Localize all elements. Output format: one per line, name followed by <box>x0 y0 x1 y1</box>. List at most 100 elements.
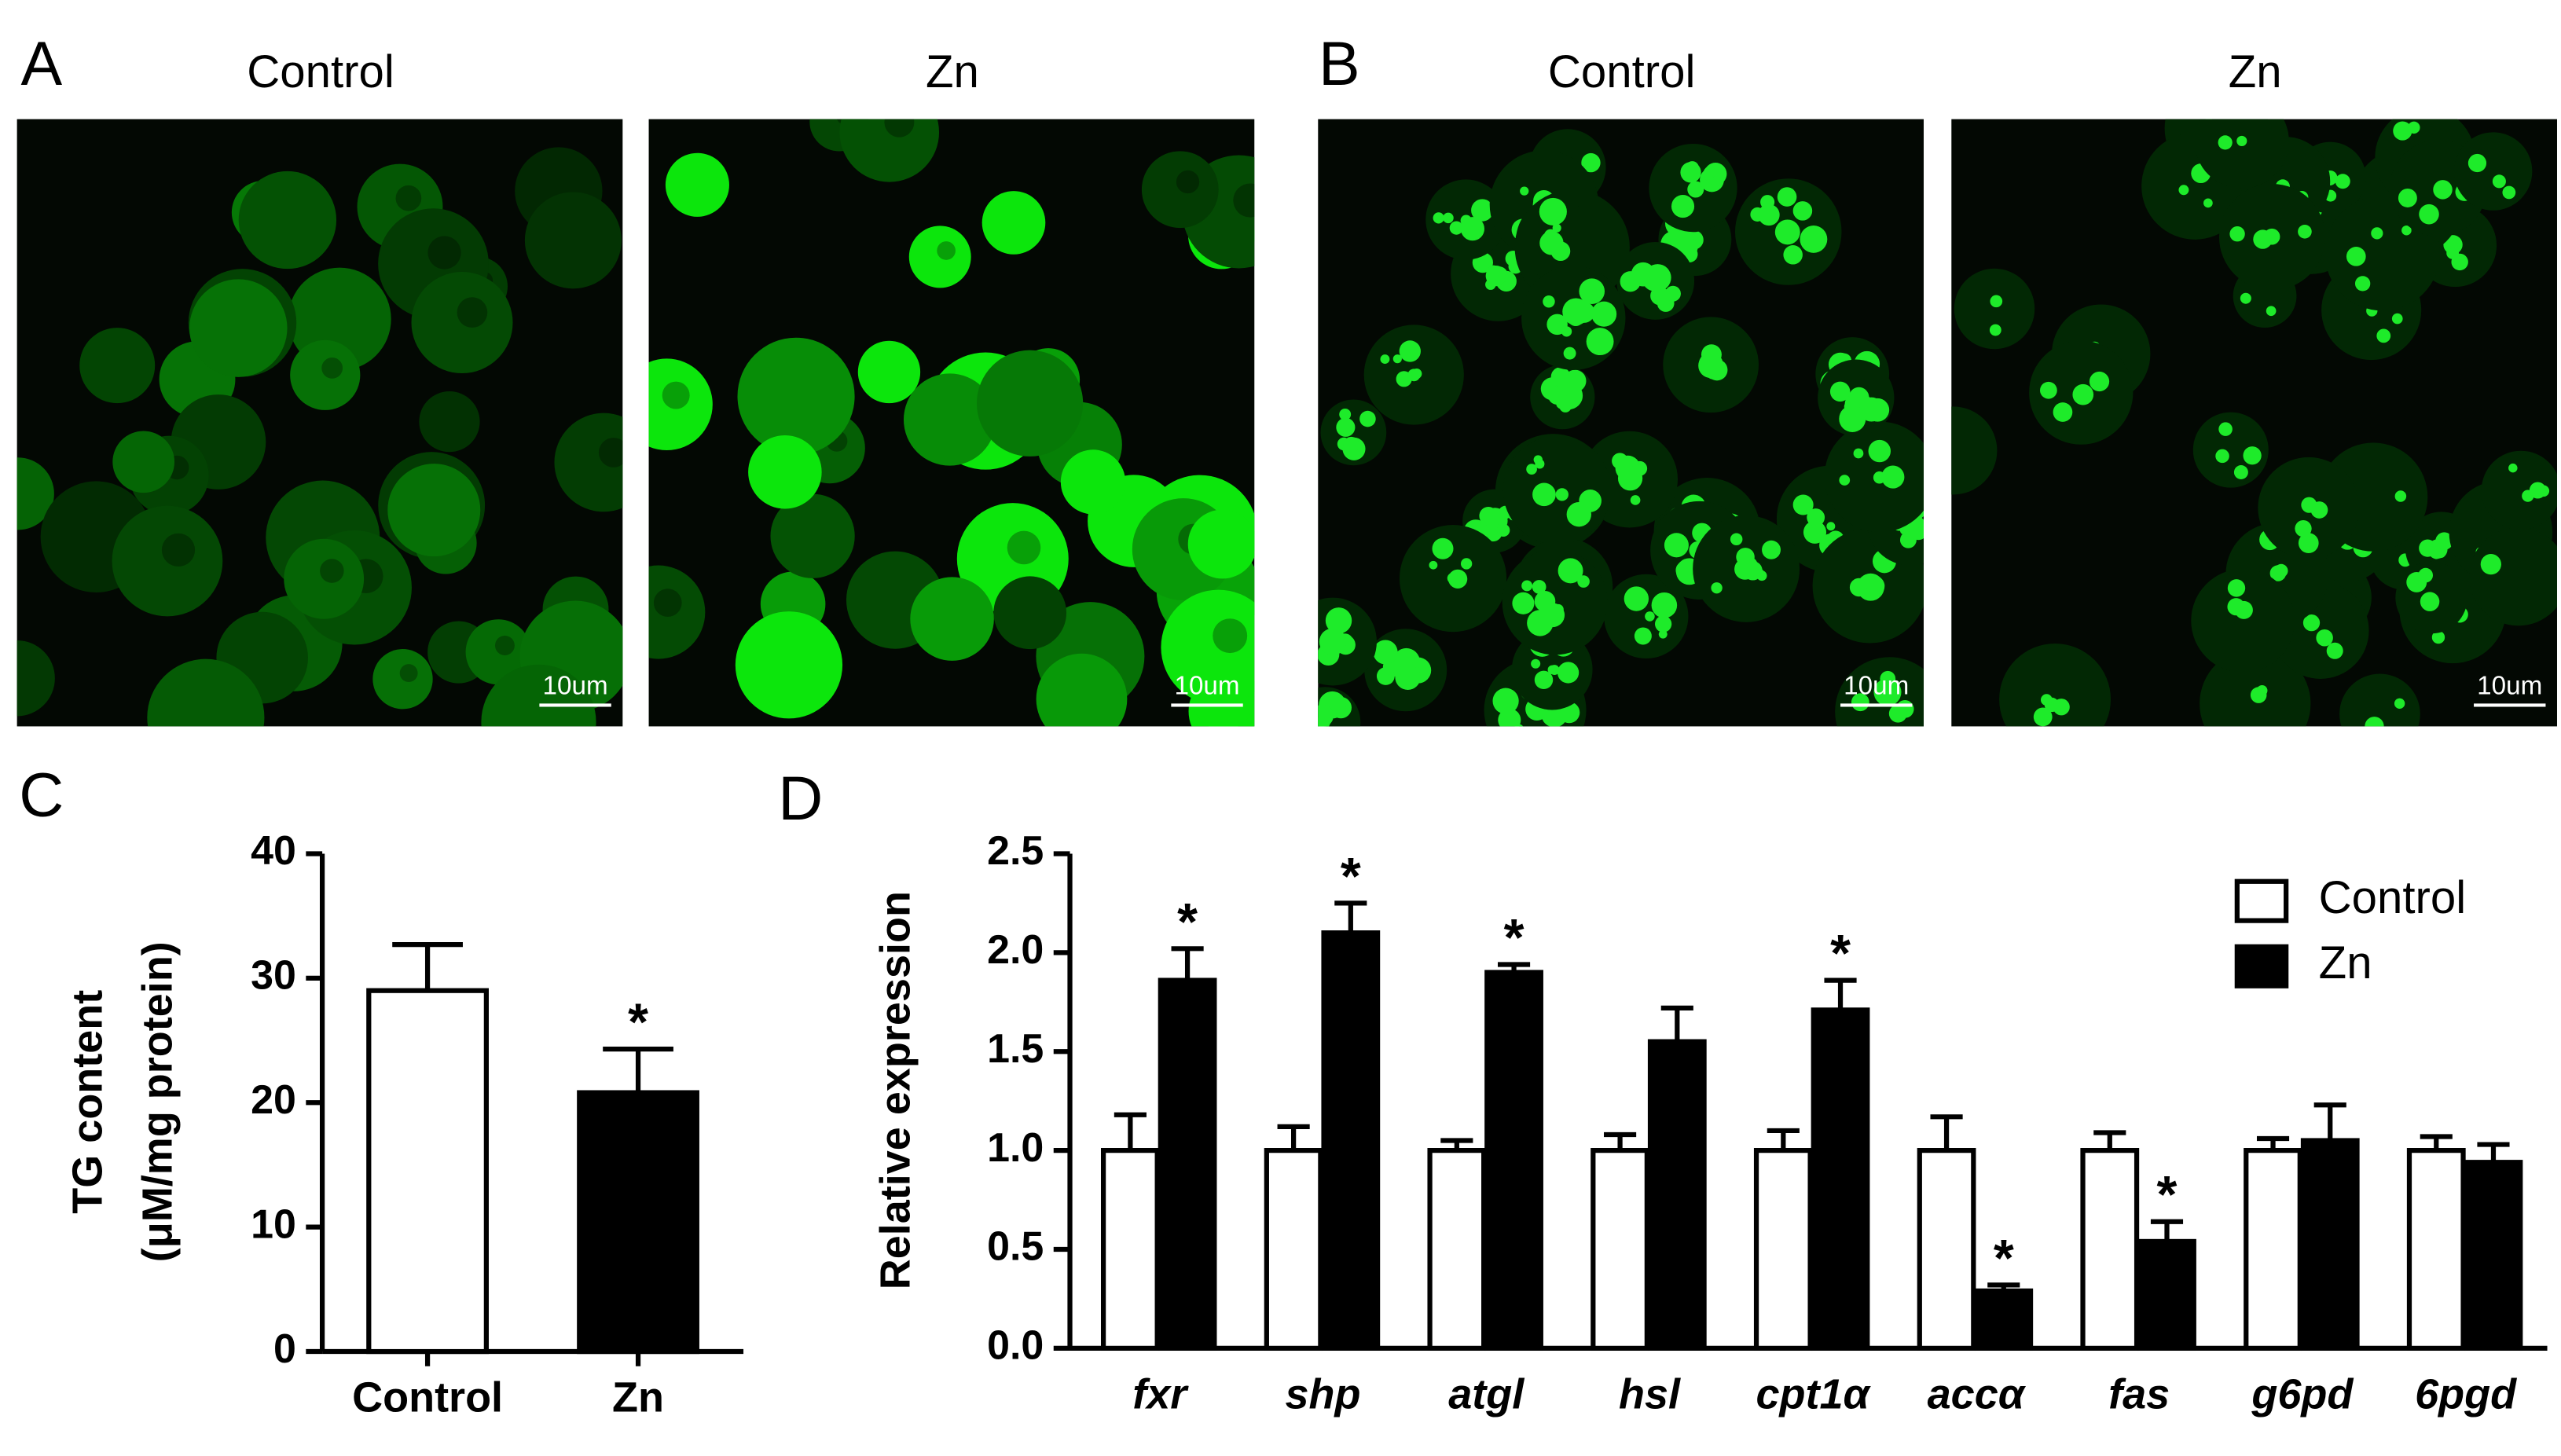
lipid-droplet <box>1447 572 1458 584</box>
lipid-droplet <box>1449 221 1463 235</box>
lipid-droplet <box>1527 610 1554 636</box>
y-tick-label: 20 <box>251 1077 296 1123</box>
lipid-droplet <box>1803 520 1827 544</box>
significance: * <box>1994 1230 2014 1288</box>
lipid-droplet <box>1547 314 1568 336</box>
lipid-droplet <box>2234 600 2253 619</box>
lipid-droplet <box>1533 455 1543 464</box>
significance: * <box>1830 925 1851 983</box>
y-tick-label: 10 <box>251 1201 296 1247</box>
lipid-droplet <box>1552 223 1561 233</box>
lipid-droplet <box>1581 152 1601 173</box>
lipid-droplet <box>1376 667 1395 685</box>
cells <box>1318 129 1924 727</box>
lipid-droplet <box>2365 717 2384 727</box>
lipid-droplet <box>1543 295 1555 308</box>
lipid-droplet <box>1873 471 1886 484</box>
lipid-droplet <box>2040 694 2053 706</box>
lipid-droplet <box>1632 460 1648 476</box>
lipid-droplet <box>2419 204 2439 225</box>
nucleus <box>1233 183 1255 218</box>
lipid-droplet <box>2508 463 2518 473</box>
lipid-droplet <box>1881 465 1905 489</box>
lipid-droplet <box>1586 328 1614 356</box>
bar <box>2244 1148 2302 1351</box>
cell <box>2453 132 2533 211</box>
lipid-droplet <box>2419 539 2437 557</box>
bar <box>577 1090 699 1355</box>
lipid-droplet <box>2401 225 2412 236</box>
lipid-droplet <box>2053 402 2073 422</box>
lipid-droplet <box>1989 324 2001 336</box>
lipid-droplet <box>2256 684 2268 696</box>
cells <box>17 147 623 727</box>
lipid-droplet <box>1792 494 1814 515</box>
micrograph-title: Zn <box>2229 46 2282 97</box>
lipid-droplet <box>2529 482 2546 499</box>
y-axis-title: Relative expression <box>872 891 919 1289</box>
nucleus <box>494 636 515 655</box>
lipid-droplet <box>2053 699 2070 716</box>
lipid-droplet <box>2266 306 2277 317</box>
cell <box>910 577 994 661</box>
y-tick-label: 0.0 <box>987 1323 1044 1369</box>
lipid-droplet <box>1492 688 1519 714</box>
lipid-droplet <box>2480 553 2501 575</box>
x-tick-label: Zn <box>612 1374 664 1421</box>
lipid-droplet <box>1579 278 1605 304</box>
lipid-droplet <box>1826 522 1836 531</box>
lipid-droplet <box>2394 490 2407 502</box>
x-tick-label: atgl <box>1448 1370 1524 1417</box>
significance: * <box>628 994 648 1052</box>
lipid-droplet <box>2316 629 2333 647</box>
significance: * <box>1341 848 1361 906</box>
lipid-droplet <box>2406 571 2427 592</box>
lipid-droplet <box>2229 226 2245 242</box>
lipid-droplet <box>1532 482 1556 507</box>
nucleus <box>598 438 623 468</box>
lipid-droplet <box>1777 187 1797 207</box>
lipid-droplet <box>1539 197 1567 226</box>
lipid-droplet <box>1859 397 1884 422</box>
lipid-droplet <box>1553 603 1564 615</box>
cells <box>1951 119 2557 727</box>
lipid-droplet <box>1792 201 1813 221</box>
cell <box>857 340 921 404</box>
cell <box>770 493 855 578</box>
lipid-droplet <box>1774 219 1800 245</box>
cell <box>387 464 481 557</box>
cell <box>1060 449 1126 515</box>
cell <box>2192 412 2269 488</box>
lipid-droplet <box>1373 640 1398 665</box>
lipid-droplet <box>1532 580 1547 594</box>
lipid-droplet <box>2354 276 2371 292</box>
lipid-droplet <box>2492 174 2506 189</box>
micrograph-title: Control <box>247 46 394 97</box>
bar <box>1484 970 1543 1351</box>
lipid-droplet <box>1566 501 1592 527</box>
x-tick-label: Control <box>352 1374 503 1421</box>
nucleus <box>427 236 461 270</box>
y-tick-label: 1.0 <box>987 1125 1044 1171</box>
lipid-droplet <box>2301 497 2317 513</box>
lipid-droplet <box>1443 212 1454 224</box>
lipid-droplet <box>1711 582 1723 594</box>
lipid-droplet <box>1520 186 1529 196</box>
cell <box>993 576 1067 650</box>
cell <box>735 611 843 719</box>
lipid-droplet <box>2263 228 2280 245</box>
lipid-droplet <box>2218 422 2233 436</box>
nucleus <box>653 589 682 618</box>
x-tick-label: shp <box>1286 1370 1361 1417</box>
significance: * <box>2157 1166 2178 1224</box>
y-tick-label: 30 <box>251 953 296 999</box>
lipid-droplet <box>2033 707 2053 727</box>
lipid-droplet <box>1531 658 1541 669</box>
lipid-droplet <box>1990 295 2003 308</box>
bar <box>1917 1148 1976 1351</box>
panel-letter: B <box>1319 29 1360 98</box>
micrograph-title: Control <box>1548 46 1695 97</box>
lipid-droplet <box>1514 724 1524 727</box>
cell <box>648 565 706 659</box>
